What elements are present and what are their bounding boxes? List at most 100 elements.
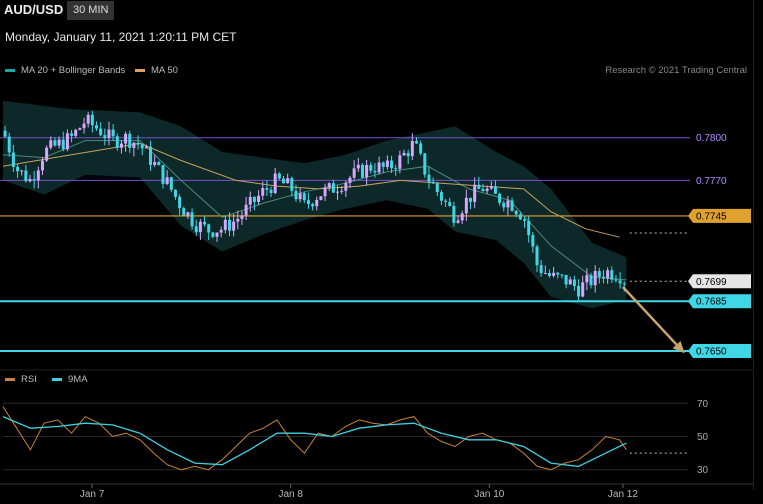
candle-body [282, 178, 286, 184]
candle-body [7, 136, 11, 153]
candle-body [448, 201, 452, 206]
candle-body [3, 130, 7, 137]
candle-body [444, 200, 448, 202]
candle-body [390, 160, 394, 169]
candle-body [601, 276, 605, 279]
legend-ma50-label: MA 50 [151, 65, 178, 76]
candle-body [523, 219, 527, 221]
candle-body [311, 204, 315, 207]
candle-body [319, 196, 323, 200]
candle-body [477, 184, 481, 189]
candle-body [57, 139, 61, 146]
candle-body [514, 210, 518, 215]
candle-body [369, 164, 373, 171]
candle-body [20, 170, 24, 172]
candle-body [257, 195, 261, 202]
candle-body [111, 129, 115, 137]
candle-body [510, 200, 514, 211]
candle-body [506, 200, 510, 208]
candle-body [589, 275, 593, 286]
symbol-title: AUD/USD [4, 2, 64, 17]
candle-body [273, 173, 277, 193]
legend-9ma-label: 9MA [68, 374, 88, 385]
level-label-0.7770: 0.7770 [696, 176, 727, 187]
candle-body [568, 279, 572, 285]
candle-body [169, 177, 173, 190]
candle-body [502, 202, 506, 208]
candle-body [377, 162, 381, 173]
candle-body [240, 215, 244, 219]
candle-body [173, 189, 177, 197]
header-bar: AUD/USD 30 MIN [0, 0, 763, 22]
candle-body [45, 147, 49, 161]
candle-body [535, 246, 539, 266]
candle-body [622, 283, 626, 285]
candle-body [286, 178, 290, 184]
legend-ma50: MA 50 [135, 65, 178, 76]
candle-body [302, 193, 306, 201]
datetime-label: Monday, January 11, 2021 1:20:11 PM CET [5, 30, 237, 44]
candle-body [227, 219, 231, 231]
candle-body [597, 271, 601, 277]
candle-body [70, 133, 74, 136]
candle-body [306, 200, 310, 205]
candle-body [265, 188, 269, 190]
candle-body [352, 168, 356, 178]
candle-body [356, 164, 360, 169]
candle-body [410, 141, 414, 157]
candle-body [348, 177, 352, 183]
x-tick-label: Jan 12 [608, 489, 638, 500]
legend-ma20: MA 20 + Bollinger Bands [5, 65, 125, 76]
candle-body [61, 139, 65, 150]
chart-frame [753, 0, 754, 490]
candle-body [119, 143, 123, 148]
x-tick-label: Jan 8 [278, 489, 303, 500]
candle-body [90, 114, 94, 126]
candle-body [232, 221, 236, 231]
candle-body [419, 143, 423, 154]
candle-body [581, 282, 585, 297]
candle-body [610, 270, 614, 280]
timeframe-button[interactable]: 30 MIN [67, 1, 115, 20]
ma50-line [2, 142, 620, 238]
x-tick-label: Jan 7 [80, 489, 105, 500]
candle-body [531, 235, 535, 247]
candle-body [294, 190, 298, 200]
candle-body [373, 170, 377, 173]
candle-body [423, 153, 427, 175]
legend-ma20-swatch [5, 69, 15, 72]
candle-body [394, 168, 398, 170]
level-label-0.7800: 0.7800 [696, 133, 727, 144]
candle-body [398, 155, 402, 169]
candle-body [28, 179, 32, 182]
candle-body [194, 226, 198, 233]
candle-body [298, 193, 302, 200]
candle-body [481, 188, 485, 192]
candle-body [560, 274, 564, 276]
candle-body [402, 152, 406, 156]
level-label-0.7650: 0.7650 [696, 346, 727, 357]
candle-body [593, 271, 597, 286]
candle-body [556, 272, 560, 275]
candle-body [315, 199, 319, 207]
candle-body [252, 196, 256, 202]
candle-body [498, 193, 502, 203]
candle-body [473, 184, 477, 202]
candle-body [53, 140, 57, 146]
candle-body [427, 174, 431, 182]
rsi-tick-70: 70 [697, 399, 709, 410]
candle-body [115, 136, 119, 148]
candle-body [157, 162, 161, 166]
candle-body [290, 178, 294, 191]
level-tag-0.7699 [688, 274, 751, 289]
candle-body [99, 128, 103, 136]
candle-body [385, 160, 389, 167]
candle-body [128, 133, 132, 148]
candle-body [136, 142, 140, 145]
candle-body [493, 186, 497, 194]
level-label-0.7699: 0.7699 [696, 277, 727, 288]
candle-body [381, 162, 385, 167]
candle-body [485, 188, 489, 192]
candle-body [406, 152, 410, 157]
candle-body [435, 183, 439, 193]
